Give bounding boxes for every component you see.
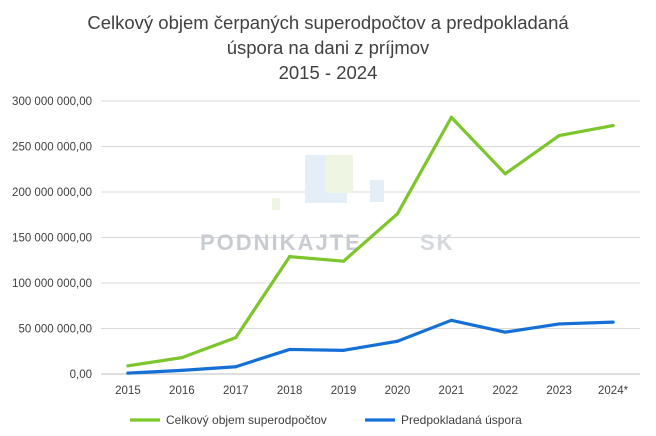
x-tick-label: 2017 [223, 385, 249, 397]
series-line-2 [126, 318, 615, 375]
series-lines [126, 115, 615, 375]
x-tick-label: 2022 [492, 385, 518, 397]
data-point [503, 172, 507, 176]
watermark-logo-icon [272, 155, 384, 210]
data-point [449, 115, 453, 119]
legend-label-2: Predpokladaná úspora [401, 413, 522, 427]
chart-title-line-3: 2015 - 2024 [278, 62, 378, 83]
watermark: PODNIKAJTE SK [200, 155, 455, 255]
data-point [395, 339, 400, 343]
watermark-stripe-blue-small [370, 180, 384, 202]
data-point [180, 368, 184, 372]
series-line-1 [126, 115, 615, 368]
data-point [611, 320, 615, 324]
data-point [180, 356, 184, 360]
watermark-stripe-green [325, 155, 353, 193]
data-point [288, 255, 292, 259]
y-tick-label: 100 000 000,00 [12, 278, 92, 290]
x-tick-label: 2023 [546, 385, 572, 397]
data-point [341, 259, 346, 263]
data-point [611, 123, 615, 128]
y-tick-label: 300 000 000,00 [12, 96, 92, 108]
x-tick-label: 2019 [331, 385, 357, 397]
data-point [557, 133, 561, 138]
data-point [288, 347, 292, 352]
y-tick-label: 150 000 000,00 [12, 233, 92, 245]
chart-title-line-2: úspora na dani z príjmov [226, 37, 430, 58]
y-tick-label: 250 000 000,00 [12, 142, 92, 154]
data-point [234, 336, 238, 340]
y-axis-ticks: 0,00 50 000 000,00 100 000 000,00 150 000 0… [12, 96, 92, 381]
x-tick-label: 2024* [598, 385, 629, 397]
x-tick-label: 2018 [277, 385, 303, 397]
watermark-stripe-green-small [272, 198, 280, 210]
data-point [126, 371, 130, 375]
data-point [557, 322, 561, 326]
data-point [395, 212, 400, 216]
chart-title-line-1: Celkový objem čerpaných superodpočtov a … [87, 12, 569, 33]
legend-label-1: Celkový objem superodpočtov [166, 413, 327, 427]
data-point [126, 364, 130, 368]
data-point [449, 318, 453, 322]
x-tick-label: 2020 [385, 385, 411, 397]
legend: Celkový objem superodpočtov Predpokladaná… [130, 413, 522, 427]
x-tick-label: 2015 [115, 385, 141, 397]
data-point [341, 348, 346, 352]
watermark-text-bold: PODNIKAJTE [200, 230, 362, 255]
x-tick-label: 2016 [169, 385, 195, 397]
data-point [503, 330, 507, 334]
y-tick-label: 0,00 [70, 369, 92, 381]
x-axis-ticks: 2015 2016 2017 2018 2019 2020 2021 2022 2023 2024… [115, 385, 628, 397]
data-point [234, 365, 238, 369]
x-tick-label: 2021 [439, 385, 465, 397]
y-tick-label: 50 000 000,00 [18, 324, 92, 336]
watermark-text-light: SK [420, 230, 455, 255]
y-tick-label: 200 000 000,00 [12, 187, 92, 199]
